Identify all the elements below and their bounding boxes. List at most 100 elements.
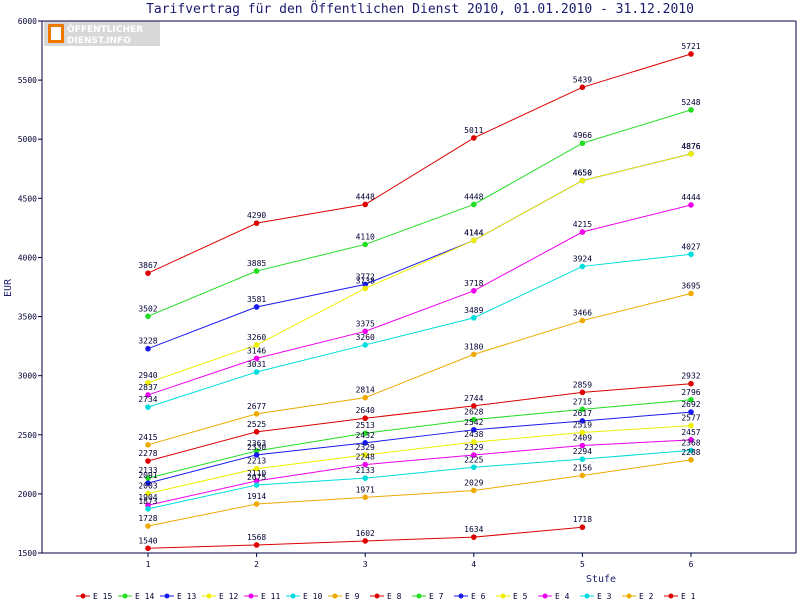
legend-item: E_14 [118, 592, 154, 600]
data-label: 4966 [573, 131, 592, 140]
data-label: 2368 [681, 438, 700, 447]
data-label: 3695 [681, 282, 700, 291]
legend-swatch-marker [542, 593, 548, 599]
data-label: 3260 [356, 333, 375, 342]
legend-item: E_5 [496, 592, 528, 600]
y-tick-label: 1500 [18, 549, 37, 558]
legend-label: E_15 [93, 592, 112, 600]
data-point [471, 452, 477, 458]
data-label: 3260 [247, 333, 266, 342]
data-point [253, 268, 260, 274]
x-tick-label: 4 [471, 560, 476, 569]
data-label: 3146 [247, 346, 266, 355]
legend-swatch-marker [164, 593, 170, 599]
data-label: 2457 [681, 428, 700, 437]
data-label: 1602 [356, 529, 375, 538]
data-label: 2225 [464, 455, 483, 464]
data-point [579, 177, 586, 184]
legend-swatch-marker [668, 593, 674, 599]
legend-label: E_3 [597, 592, 612, 600]
x-tick-label: 2 [254, 560, 259, 569]
data-label: 2432 [356, 431, 375, 440]
data-label: 2932 [681, 372, 700, 381]
data-point [145, 458, 151, 464]
data-label: 1914 [247, 492, 266, 501]
legend-item: E_4 [538, 592, 570, 600]
legend-label: E_13 [177, 592, 196, 600]
data-label: 3375 [356, 319, 375, 328]
data-label: 2640 [356, 406, 375, 415]
data-point [688, 447, 694, 454]
data-point [362, 285, 369, 292]
data-point [145, 506, 151, 512]
data-point [253, 369, 260, 375]
series-line [147, 153, 692, 384]
data-point [688, 437, 694, 443]
data-label: 1971 [356, 485, 375, 494]
y-ticks: 1500 2000 2500 3000 3500 4000 4500 5000 5500 6000 [18, 17, 42, 558]
data-label: 2363 [247, 439, 266, 448]
legend-item: E_13 [160, 592, 196, 600]
data-point [362, 342, 369, 348]
legend-swatch-marker [332, 593, 338, 599]
data-point [688, 51, 694, 57]
legend-label: E_14 [135, 592, 154, 600]
legend-label: E_10 [303, 592, 322, 600]
legend-item: E_7 [412, 592, 444, 600]
data-label: 5439 [573, 75, 592, 84]
x-tick-label: 1 [146, 560, 151, 569]
series-line [147, 383, 692, 462]
legend-label: E_9 [345, 592, 360, 600]
legend: E_15 E_14 E_13 E_12 E_11 E_10 E_9 E_8 E_7 E_6 E_5 E… [76, 592, 696, 600]
data-label: 4448 [464, 192, 483, 201]
x-tick-label: 3 [363, 560, 368, 569]
data-label: 4876 [681, 142, 700, 151]
logo-line1: ÖFFENTLICHER [67, 24, 143, 35]
data-point [688, 422, 694, 429]
y-tick-label: 4000 [18, 253, 37, 262]
data-label: 3924 [573, 254, 592, 263]
data-label: 3738 [356, 276, 375, 285]
y-axis-label: EUR [3, 278, 14, 297]
data-point [579, 429, 586, 436]
legend-swatch-marker [80, 593, 86, 599]
data-label: 2542 [464, 418, 483, 427]
data-label: 4027 [681, 242, 700, 251]
data-point [145, 545, 151, 552]
data-label: 2294 [573, 447, 592, 456]
data-point [145, 523, 151, 529]
data-label: 2837 [138, 383, 157, 392]
data-label: 1634 [464, 525, 483, 534]
data-point [579, 229, 586, 235]
data-point [362, 281, 369, 288]
legend-item: E_12 [202, 592, 238, 600]
data-point [145, 442, 151, 448]
data-point [362, 461, 369, 468]
data-point [688, 396, 694, 403]
data-label: 4215 [573, 220, 592, 229]
data-label: 3867 [138, 261, 157, 270]
data-label: 2075 [247, 473, 266, 482]
data-point [471, 287, 477, 294]
data-point [471, 403, 477, 409]
data-point [579, 406, 586, 413]
series-line [147, 439, 692, 506]
data-label: 2133 [356, 466, 375, 475]
data-point [688, 290, 694, 297]
data-point [253, 501, 260, 507]
data-point [362, 475, 369, 481]
data-label: 3031 [247, 360, 266, 369]
data-point [253, 429, 260, 435]
series-line [147, 459, 692, 527]
data-point [253, 465, 260, 472]
data-point [471, 439, 477, 445]
data-point [253, 220, 260, 226]
data-label: 3489 [464, 306, 483, 315]
data-label: 2519 [573, 421, 592, 430]
series-line [147, 399, 692, 479]
data-label: 1728 [138, 514, 157, 523]
data-label: 3502 [138, 304, 157, 313]
data-label: 2513 [356, 421, 375, 430]
data-point [471, 427, 477, 433]
data-label: 4876 [681, 142, 700, 151]
